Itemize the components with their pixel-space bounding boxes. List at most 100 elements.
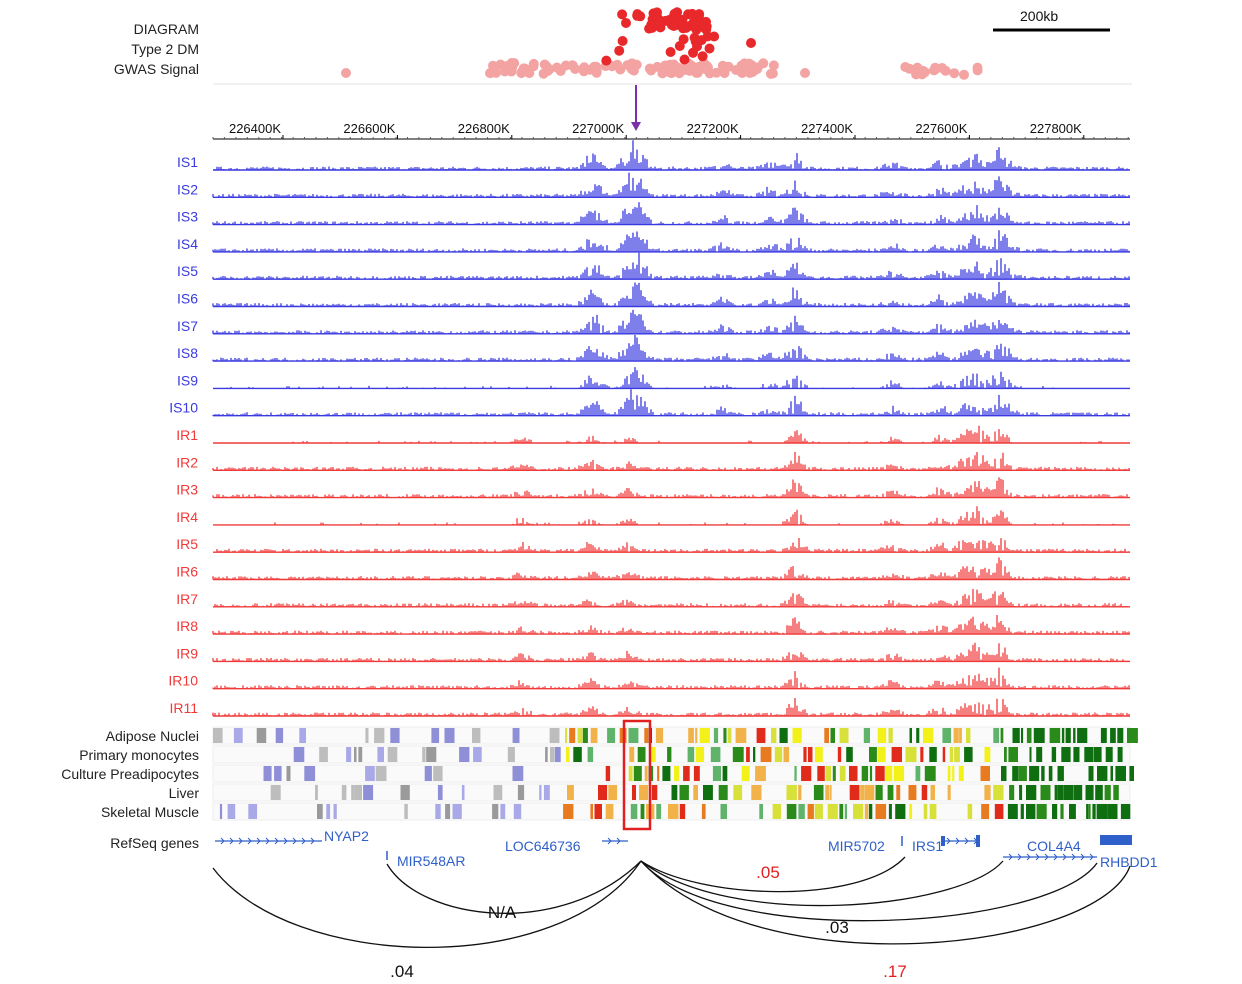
chromatin-state-segment: [333, 804, 337, 819]
chromatin-state-segment: [844, 804, 847, 819]
gwas-dot-weak: [940, 65, 951, 76]
axis-tick-label: 226400K: [229, 121, 281, 136]
gwas-dot-weak: [800, 68, 810, 78]
chromatin-state-segment: [1097, 766, 1108, 781]
chromatin-state-segment: [864, 804, 869, 819]
track-label: IS4: [177, 236, 198, 252]
gwas-dot-weak: [585, 64, 596, 75]
gene-name: MIR5702: [828, 838, 885, 854]
chromatin-state-segment: [256, 728, 267, 743]
strand-chevron: [1053, 853, 1058, 861]
chromatin-state-segment: [1054, 785, 1058, 800]
chromatin-state-segment: [565, 728, 568, 743]
chromatin-state-segment: [792, 728, 802, 743]
signal-track: IS8: [177, 335, 1130, 362]
chromatin-state-segment: [459, 747, 470, 762]
axis-tick-label: 227800K: [1030, 121, 1082, 136]
chromatin-state-segment: [1088, 804, 1091, 819]
chromatin-state-segment: [755, 766, 766, 781]
chromatin-state-segment: [920, 747, 924, 762]
chromatin-state-segment: [683, 766, 690, 781]
chromatin-state-segment: [942, 728, 952, 743]
chromatin-state-segment: [1041, 766, 1045, 781]
chromatin-state-segment: [374, 728, 385, 743]
chromatin-state-segment: [896, 785, 901, 800]
chromatin-state-segment: [1093, 747, 1102, 762]
gwas-dot-weak: [691, 67, 702, 78]
chromatin-state-segment: [651, 785, 658, 800]
chromatin-state-segment: [839, 728, 849, 743]
chromatin-state-segment: [1026, 785, 1037, 800]
chromatin-state-segment: [598, 785, 608, 800]
chromatin-state-segment: [319, 747, 328, 762]
interaction-arc: [640, 860, 1098, 922]
chromatin-state-segment: [807, 804, 814, 819]
chromatin-state-tracks: Adipose Nuclei Primary monocytes Culture P…: [61, 719, 1138, 831]
chromatin-state-segment: [500, 804, 506, 819]
signal-track: IS2: [177, 172, 1130, 199]
strand-chevron: [964, 837, 969, 845]
chromatin-state-segment: [877, 747, 886, 762]
chromatin-state-segment: [753, 747, 756, 762]
chromatin-state-segment: [751, 785, 762, 800]
strand-chevron: [229, 837, 234, 845]
chromatin-state-segment: [299, 728, 306, 743]
chromatin-state-segment: [929, 747, 937, 762]
track-signal-bars: [226, 367, 1054, 389]
chromatin-state-segment: [567, 785, 574, 800]
gwas-dot-weak: [522, 65, 533, 76]
track-label: IR7: [176, 591, 198, 607]
chromatin-state-segment: [839, 804, 844, 819]
gwas-dot-strong: [632, 9, 643, 20]
chromatin-state-segment: [227, 804, 236, 819]
track-label: IS2: [177, 181, 198, 197]
chromatin-state-segment: [801, 766, 812, 781]
gwas-signal-dots: [341, 7, 983, 80]
interaction-pvalue-label: .05: [756, 863, 780, 882]
chromatin-state-segment: [746, 747, 750, 762]
chromatin-state-segment: [701, 804, 706, 819]
chromatin-state-segment: [1061, 747, 1071, 762]
chromatin-state-segment: [1107, 804, 1118, 819]
track-signal-bars: [214, 589, 1128, 607]
chromatin-state-segment: [984, 785, 991, 800]
gwas-dot-weak: [539, 59, 550, 70]
chromatin-state-segment: [628, 766, 633, 781]
gwas-label-signal: GWAS Signal: [113, 61, 199, 77]
interaction-arc: [212, 860, 642, 949]
chromatin-state-segment: [587, 747, 594, 762]
chromatin-state-segment: [1008, 747, 1018, 762]
gene-name: COL4A4: [1027, 838, 1081, 854]
tissue-label: Skeletal Muscle: [101, 804, 199, 820]
track-signal-bars: [212, 667, 1130, 689]
strand-chevron: [1008, 853, 1013, 861]
chromatin-state-segment: [1019, 785, 1023, 800]
gwas-dot-weak: [495, 59, 506, 70]
chromatin-state-segment: [1104, 785, 1111, 800]
track-signal-bars: [212, 557, 1130, 580]
strand-chevron: [1026, 853, 1031, 861]
chromatin-state-segment: [668, 804, 679, 819]
chromatin-state-segment: [993, 785, 1004, 800]
strand-chevron: [946, 837, 951, 845]
gwas-dot-strong: [668, 21, 679, 31]
track-label: IS6: [177, 291, 198, 307]
gwas-dot-weak: [959, 69, 969, 80]
chromatin-state-segment: [1029, 766, 1040, 781]
track-signal-bars: [212, 252, 1130, 280]
chromatin-state-segment: [628, 728, 639, 743]
strand-chevron: [607, 837, 612, 845]
gwas-dot-weak: [491, 67, 501, 78]
strand-chevron: [238, 837, 243, 845]
track-label: IR3: [176, 482, 198, 498]
chromatin-state-segment: [639, 785, 649, 800]
track-label: IR5: [176, 536, 198, 552]
chromatin-state-segment: [608, 785, 618, 800]
chromatin-state-segment: [543, 785, 550, 800]
chromatin-state-segment: [605, 766, 611, 781]
chromatin-state-segment: [1100, 728, 1107, 743]
gwas-dot-weak: [673, 62, 683, 73]
signal-track: IR3: [176, 477, 1130, 499]
chromatin-state-segment: [577, 728, 583, 743]
chromatin-state-segment: [270, 785, 281, 800]
